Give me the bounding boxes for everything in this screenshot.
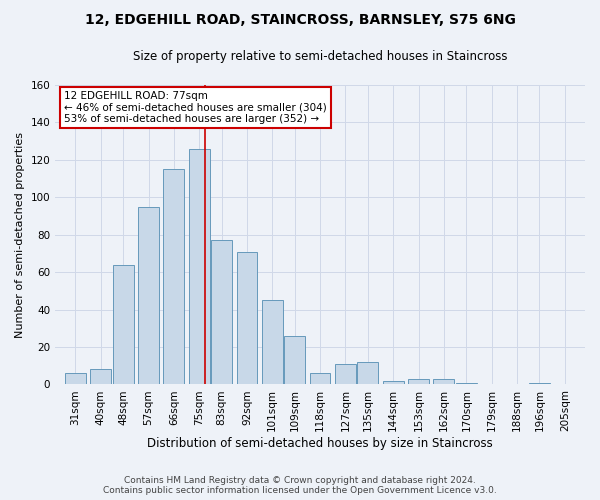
Y-axis label: Number of semi-detached properties: Number of semi-detached properties (15, 132, 25, 338)
Bar (433, 379, 454, 384)
Bar (284, 336, 305, 384)
Text: 12 EDGEHILL ROAD: 77sqm
← 46% of semi-detached houses are smaller (304)
53% of s: 12 EDGEHILL ROAD: 77sqm ← 46% of semi-de… (64, 91, 327, 124)
Bar (138, 206, 159, 384)
Bar (358, 362, 378, 384)
Text: Contains HM Land Registry data © Crown copyright and database right 2024.
Contai: Contains HM Land Registry data © Crown c… (103, 476, 497, 495)
Bar (163, 169, 184, 384)
Bar (91, 370, 111, 384)
Text: 12, EDGEHILL ROAD, STAINCROSS, BARNSLEY, S75 6NG: 12, EDGEHILL ROAD, STAINCROSS, BARNSLEY,… (85, 12, 515, 26)
Bar (262, 300, 283, 384)
Bar (383, 380, 404, 384)
Title: Size of property relative to semi-detached houses in Staincross: Size of property relative to semi-detach… (133, 50, 508, 63)
Bar (236, 252, 257, 384)
Bar (529, 382, 550, 384)
X-axis label: Distribution of semi-detached houses by size in Staincross: Distribution of semi-detached houses by … (147, 437, 493, 450)
Bar (310, 373, 331, 384)
Bar (113, 264, 134, 384)
Bar (408, 379, 429, 384)
Bar (335, 364, 356, 384)
Bar (189, 148, 209, 384)
Bar (456, 382, 477, 384)
Bar (65, 373, 86, 384)
Bar (211, 240, 232, 384)
